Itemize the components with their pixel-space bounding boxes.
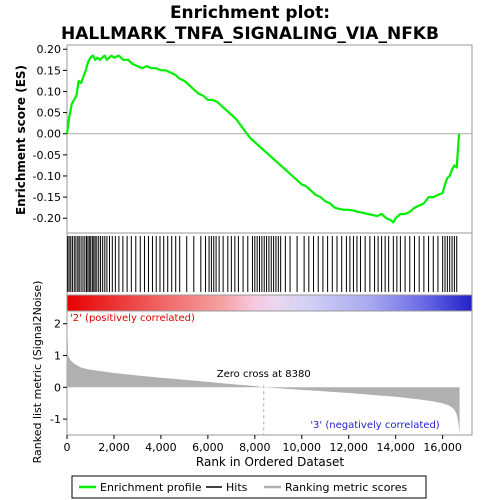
- negative-label: '3' (negatively correlated): [310, 420, 439, 431]
- x-axis: 0 2,000 4,000 6,000 8,000 10,000 12,000 14,000 1…: [64, 435, 462, 454]
- x-tick-label: 10,000: [283, 441, 322, 454]
- es-y-tick-label: -0.10: [33, 170, 61, 183]
- hits-panel-frame: [66, 232, 473, 296]
- es-panel: 0.20 0.15 0.10 0.05 0.00 -0.05 -0.10 -0.15 -0.20: [33, 43, 473, 234]
- x-tick-label: 16,000: [423, 441, 462, 454]
- ranked-y-tick-label: 0: [54, 381, 61, 394]
- x-tick-label: 4,000: [145, 441, 177, 454]
- ranking-color-bar: [66, 294, 473, 312]
- ranked-panel: 2 1 0 -1 '2' (positively correlated) Zero c…: [50, 310, 473, 436]
- zero-cross-label: Zero cross at 8380: [217, 369, 311, 380]
- es-y-tick-label: 0.10: [37, 85, 62, 98]
- es-y-tick-label: 0.00: [37, 128, 62, 141]
- x-tick-label: 6,000: [192, 441, 224, 454]
- ranked-y-tick-label: 2: [54, 318, 61, 331]
- es-y-tick-label: 0.05: [37, 107, 62, 120]
- es-y-axis: 0.20 0.15 0.10 0.05 0.00 -0.05 -0.10 -0.15 -0.20: [33, 43, 67, 225]
- es-y-tick-label: 0.20: [37, 43, 62, 56]
- enrichment-profile-line: [65, 54, 461, 224]
- ranked-y-tick-label: 1: [54, 350, 61, 363]
- x-tick-label: 2,000: [98, 441, 130, 454]
- chart-title-line-2: HALLMARK_TNFA_SIGNALING_VIA_NFKB: [61, 24, 439, 44]
- x-tick-label: 14,000: [376, 441, 415, 454]
- legend-label-hits: Hits: [226, 481, 248, 494]
- es-y-tick-label: -0.15: [33, 191, 61, 204]
- es-y-tick-label: -0.05: [33, 149, 61, 162]
- ranked-y-axis-label: Ranked list metric (Signal2Noise): [31, 281, 44, 464]
- es-y-tick-label: 0.15: [37, 64, 62, 77]
- ranked-y-axis: 2 1 0 -1: [50, 318, 67, 426]
- es-panel-frame: [66, 44, 473, 234]
- positive-label: '2' (positively correlated): [70, 313, 195, 324]
- chart-title-line-1: Enrichment plot:: [170, 3, 330, 23]
- x-tick-label: 0: [64, 441, 71, 454]
- x-tick-label: 8,000: [239, 441, 271, 454]
- ranked-y-tick-label: -1: [50, 413, 61, 426]
- legend: Enrichment profile Hits Ranking metric s…: [71, 475, 427, 499]
- x-tick-label: 12,000: [329, 441, 368, 454]
- legend-label-enrichment: Enrichment profile: [100, 481, 202, 494]
- x-axis-label: Rank in Ordered Dataset: [196, 455, 344, 469]
- es-y-tick-label: -0.20: [33, 212, 61, 225]
- es-y-axis-label: Enrichment score (ES): [14, 65, 28, 215]
- hits-panel: [66, 232, 473, 296]
- legend-box: [71, 475, 427, 499]
- legend-label-ranking: Ranking metric scores: [285, 481, 407, 494]
- ranked-panel-frame: [66, 310, 473, 436]
- hit-marks: [67, 236, 458, 292]
